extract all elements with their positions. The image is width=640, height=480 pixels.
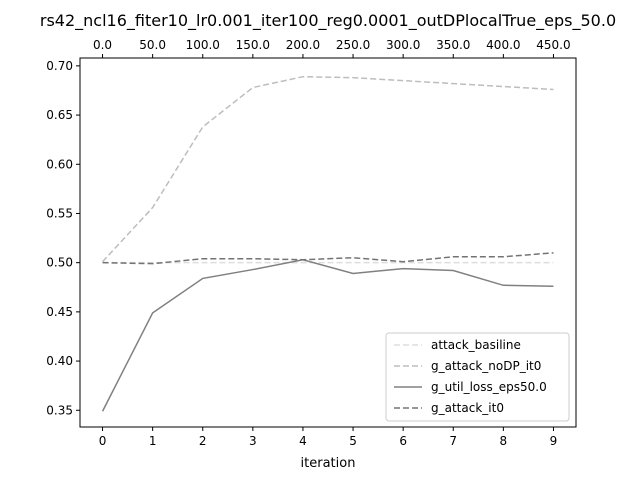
x-tick-label: 6	[399, 434, 407, 448]
series-layer	[101, 75, 554, 412]
top-axis: 0.0 50.0 100.0 150.0 200.0 250.0 300.0 350.0 400…	[93, 38, 571, 58]
y-tick-label: 0.35	[46, 403, 73, 417]
x-tick-label: 8	[500, 434, 508, 448]
y-tick-label: 0.40	[46, 354, 73, 368]
legend-label: attack_basiline	[431, 338, 521, 352]
top-tick-label: 300.0	[386, 38, 420, 52]
x-tick-label: 3	[249, 434, 257, 448]
y-tick-label: 0.60	[46, 157, 73, 171]
x-tick-label: 4	[299, 434, 307, 448]
legend-label: g_util_loss_eps50.0	[431, 380, 547, 394]
legend-label: g_attack_it0	[431, 401, 504, 415]
series-line-2	[101, 75, 554, 263]
top-tick-label: 0.0	[93, 38, 112, 52]
x-tick-label: 5	[349, 434, 357, 448]
top-tick-label: 150.0	[236, 38, 270, 52]
top-tick-label: 350.0	[436, 38, 470, 52]
top-tick-label: 100.0	[186, 38, 220, 52]
top-tick-label: 250.0	[336, 38, 370, 52]
x-tick-label: 7	[449, 434, 457, 448]
x-tick-label: 2	[199, 434, 207, 448]
plot-frame	[79, 57, 577, 428]
x-axis-label: iteration	[301, 456, 356, 471]
y-tick-label: 0.55	[46, 206, 73, 220]
y-tick-label: 0.65	[46, 108, 73, 122]
series-line-4	[102, 252, 554, 265]
y-tick-label: 0.70	[46, 59, 73, 73]
chart-title: rs42_ncl16_fiter10_lr0.001_iter100_reg0.…	[40, 11, 616, 31]
x-axis: 0 1 2 3 4 5 6 7 8 9	[99, 427, 558, 448]
y-tick-label: 0.45	[46, 305, 73, 319]
y-tick-label: 0.50	[46, 256, 73, 270]
legend-label: g_attack_noDP_it0	[431, 359, 541, 373]
top-tick-label: 50.0	[139, 38, 166, 52]
top-tick-label: 400.0	[486, 38, 520, 52]
legend: attack_basiline g_attack_noDP_it0 g_util_l…	[385, 332, 570, 422]
x-tick-label: 9	[550, 434, 558, 448]
top-tick-label: 450.0	[536, 38, 570, 52]
x-tick-label: 1	[149, 434, 157, 448]
top-tick-label: 200.0	[286, 38, 320, 52]
series-line-3	[101, 258, 554, 412]
legend-box	[385, 332, 570, 422]
y-axis: 0.35 0.40 0.45 0.50 0.55 0.60 0.65 0.70	[46, 59, 80, 417]
x-tick-label: 0	[99, 434, 107, 448]
